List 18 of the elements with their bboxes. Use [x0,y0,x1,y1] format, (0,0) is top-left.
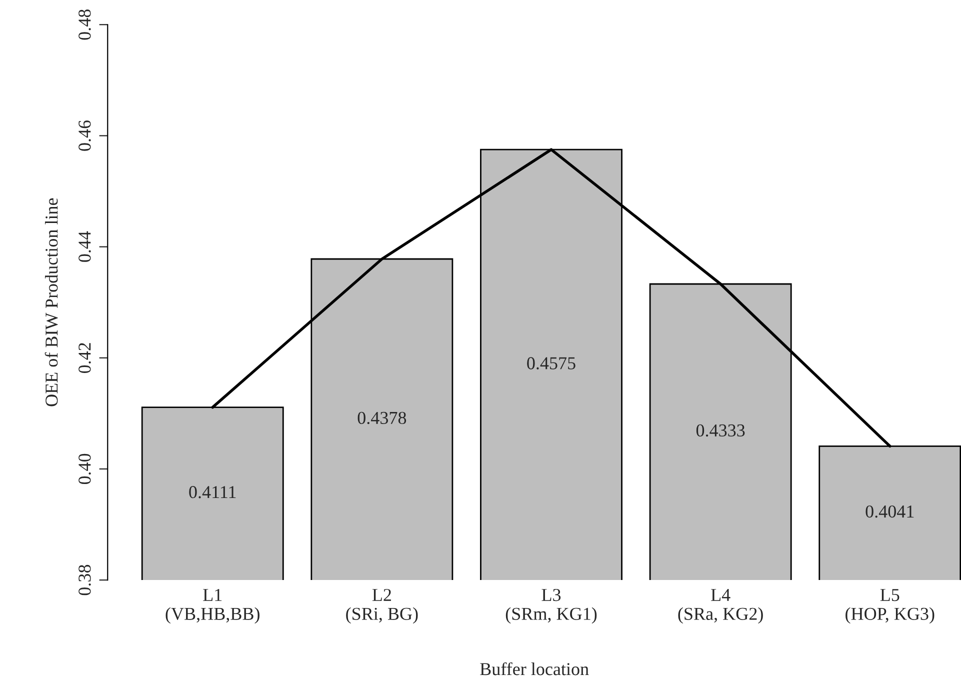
data-label: 0.4333 [696,424,745,437]
y-axis-title: OEE of BIW Production line [44,198,58,406]
x-tick-label: L4 (SRa, KG2) [678,589,763,624]
x-tick-label: L5 (HOP, KG3) [846,589,934,624]
y-tick-label: 0.48 [78,10,91,40]
x-tick-label: L2 (SRi, BG) [346,588,418,624]
y-tick-label: 0.42 [78,343,91,373]
y-tick-label: 0.46 [78,120,91,151]
x-tick-label: L3 (SRm, KG1) [506,588,597,624]
data-label: 0.4111 [189,486,236,498]
y-tick-label: 0.38 [78,564,91,596]
data-label: 0.4575 [527,357,576,370]
y-tick-label: 0.40 [78,454,91,484]
y-tick-label: 0.44 [78,231,91,262]
x-axis-title: Buffer location [480,662,589,676]
data-label: 0.4378 [358,412,406,424]
x-tick-label: L1 (VB,HB,BB) [166,588,260,624]
data-label: 0.4041 [866,505,914,518]
